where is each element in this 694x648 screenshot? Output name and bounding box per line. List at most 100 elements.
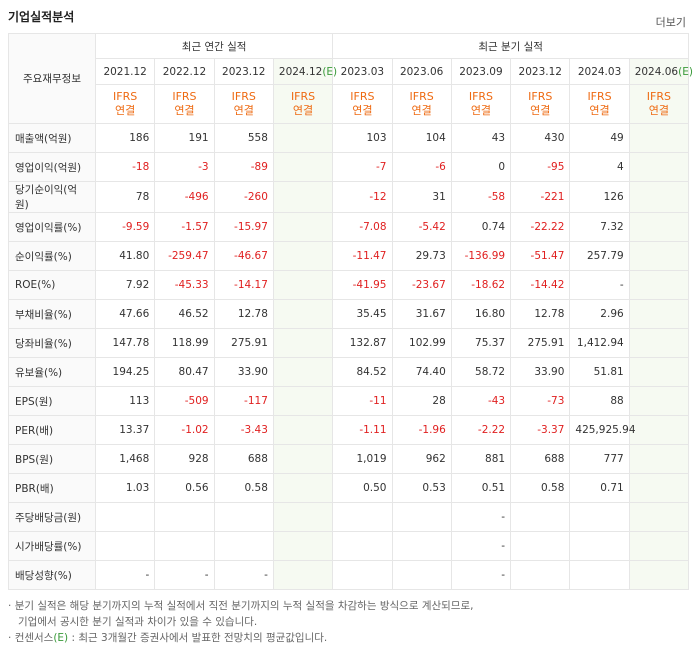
value-cell: 1,468 bbox=[94, 444, 156, 474]
value-cell: 29.73 bbox=[391, 241, 452, 271]
standard-label: IFRS bbox=[290, 90, 316, 103]
data-row: 영업이익률(%) -9.59 -1.57 -15.97 -7.08 -5.42 0.74 -2… bbox=[8, 212, 690, 242]
value-cell: 928 bbox=[154, 444, 215, 474]
value-cell: -9.59 bbox=[94, 212, 156, 242]
value-cell: 0.58 bbox=[213, 473, 274, 503]
standard-label: 연결 bbox=[352, 104, 373, 117]
value-cell: -3.43 bbox=[213, 415, 274, 445]
value-cell bbox=[628, 531, 690, 561]
value-cell: 51.81 bbox=[569, 357, 630, 387]
value-cell bbox=[628, 502, 690, 532]
data-row: 부채비율(%) 47.66 46.52 12.78 35.45 31.67 16.80 12.… bbox=[8, 299, 690, 329]
period-header: 2024.06(E) bbox=[628, 58, 693, 85]
value-cell: -41.95 bbox=[332, 270, 393, 300]
value-cell: 31.67 bbox=[391, 299, 452, 329]
standard-label: 연결 bbox=[648, 104, 669, 117]
period-label: 2024.03 bbox=[577, 65, 622, 78]
value-cell bbox=[628, 270, 690, 300]
value-cell: 7.92 bbox=[94, 270, 156, 300]
value-cell: 41.80 bbox=[94, 241, 156, 271]
value-cell: -22.22 bbox=[510, 212, 571, 242]
value-cell: 1,019 bbox=[332, 444, 393, 474]
period-label: 2022.12 bbox=[162, 65, 207, 78]
footnotes: 분기 실적은 해당 분기까지의 누적 실적에서 직전 분기까지의 누적 실적을 … bbox=[8, 598, 474, 646]
value-cell bbox=[154, 502, 215, 532]
value-cell: 186 bbox=[94, 123, 156, 153]
value-cell bbox=[569, 531, 630, 561]
value-cell bbox=[628, 241, 690, 271]
value-cell: 103 bbox=[332, 123, 393, 153]
standard-label: IFRS bbox=[409, 90, 434, 103]
value-cell bbox=[510, 502, 571, 532]
value-cell bbox=[628, 212, 690, 242]
value-cell: 881 bbox=[450, 444, 512, 474]
standard-cell: IFRS 연결 bbox=[450, 84, 512, 124]
value-cell: -509 bbox=[154, 386, 215, 416]
value-cell: - bbox=[450, 560, 512, 590]
data-row: 순이익률(%) 41.80 -259.47 -46.67 -11.47 29.73 -136… bbox=[8, 241, 690, 271]
data-row: 당기순이익(억원) 78 -496 -260 -12 31 -58 -221 126 bbox=[8, 181, 690, 213]
value-cell bbox=[569, 502, 630, 532]
value-cell: 58.72 bbox=[450, 357, 512, 387]
value-cell: - bbox=[94, 560, 156, 590]
value-cell bbox=[628, 386, 690, 416]
value-cell bbox=[510, 560, 571, 590]
value-cell: 113 bbox=[94, 386, 156, 416]
data-row: 매출액(억원) 186 191 558 103 104 43 430 49 bbox=[8, 123, 690, 153]
row-label: 부채비율(%) bbox=[8, 299, 96, 329]
period-header: 2023.12 bbox=[213, 58, 274, 85]
value-cell: -3 bbox=[154, 152, 215, 182]
row-label: 영업이익(억원) bbox=[8, 152, 96, 182]
value-cell bbox=[628, 123, 690, 153]
data-row: BPS(원) 1,468 928 688 1,019 962 881 688 777 bbox=[8, 444, 690, 474]
value-cell: 0.56 bbox=[154, 473, 215, 503]
value-cell bbox=[272, 299, 334, 329]
value-cell: 33.90 bbox=[510, 357, 571, 387]
period-header: 2021.12 bbox=[94, 58, 156, 85]
value-cell: - bbox=[213, 560, 274, 590]
value-cell: 191 bbox=[154, 123, 215, 153]
note: 컨센서스(E) : 최근 3개월간 증권사에서 발표한 전망치의 평균값입니다. bbox=[8, 630, 473, 646]
value-cell: -46.67 bbox=[213, 241, 274, 271]
period-header: 2023.12 bbox=[510, 58, 571, 85]
value-cell: 0.71 bbox=[569, 473, 630, 503]
value-cell: - bbox=[450, 502, 512, 532]
value-cell: -14.42 bbox=[510, 270, 571, 300]
group-header: 최근 연간 실적 bbox=[94, 33, 334, 59]
value-cell: -221 bbox=[510, 181, 571, 213]
standard-label: 연결 bbox=[233, 104, 254, 117]
value-cell: 0 bbox=[450, 152, 512, 182]
value-cell bbox=[272, 502, 334, 532]
value-cell: 35.45 bbox=[332, 299, 393, 329]
standard-cell: IFRS 연결 bbox=[510, 84, 571, 124]
row-label: 당기순이익(억원) bbox=[8, 181, 96, 213]
value-cell: -1.57 bbox=[154, 212, 215, 242]
period-label: 2024.06 bbox=[634, 65, 679, 78]
standard-cell: IFRS 연결 bbox=[332, 84, 393, 124]
value-cell bbox=[272, 415, 334, 445]
standard-label: IFRS bbox=[172, 90, 197, 103]
value-cell bbox=[272, 357, 334, 387]
value-cell: 1,412.94 bbox=[569, 328, 630, 358]
value-cell: 777 bbox=[569, 444, 630, 474]
value-cell bbox=[213, 531, 274, 561]
standard-label: 연결 bbox=[174, 104, 195, 117]
value-cell: 147.78 bbox=[94, 328, 156, 358]
standard-label: IFRS bbox=[646, 90, 671, 103]
row-label: 유보율(%) bbox=[8, 357, 96, 387]
value-cell: 962 bbox=[391, 444, 452, 474]
value-cell: 275.91 bbox=[510, 328, 571, 358]
value-cell bbox=[272, 181, 334, 213]
period-label: 2023.12 bbox=[518, 65, 562, 78]
value-cell: 0.53 bbox=[391, 473, 452, 503]
note: 기업에서 공시한 분기 실적과 차이가 있을 수 있습니다. bbox=[18, 616, 258, 628]
value-cell bbox=[628, 299, 690, 329]
value-cell bbox=[628, 444, 690, 474]
more-link[interactable]: 더보기 bbox=[655, 16, 686, 29]
row-label: 시가배당률(%) bbox=[8, 531, 96, 561]
value-cell: -51.47 bbox=[510, 241, 571, 271]
value-cell: -117 bbox=[213, 386, 274, 416]
row-label: 매출액(억원) bbox=[8, 123, 96, 153]
standard-label: IFRS bbox=[231, 90, 256, 103]
